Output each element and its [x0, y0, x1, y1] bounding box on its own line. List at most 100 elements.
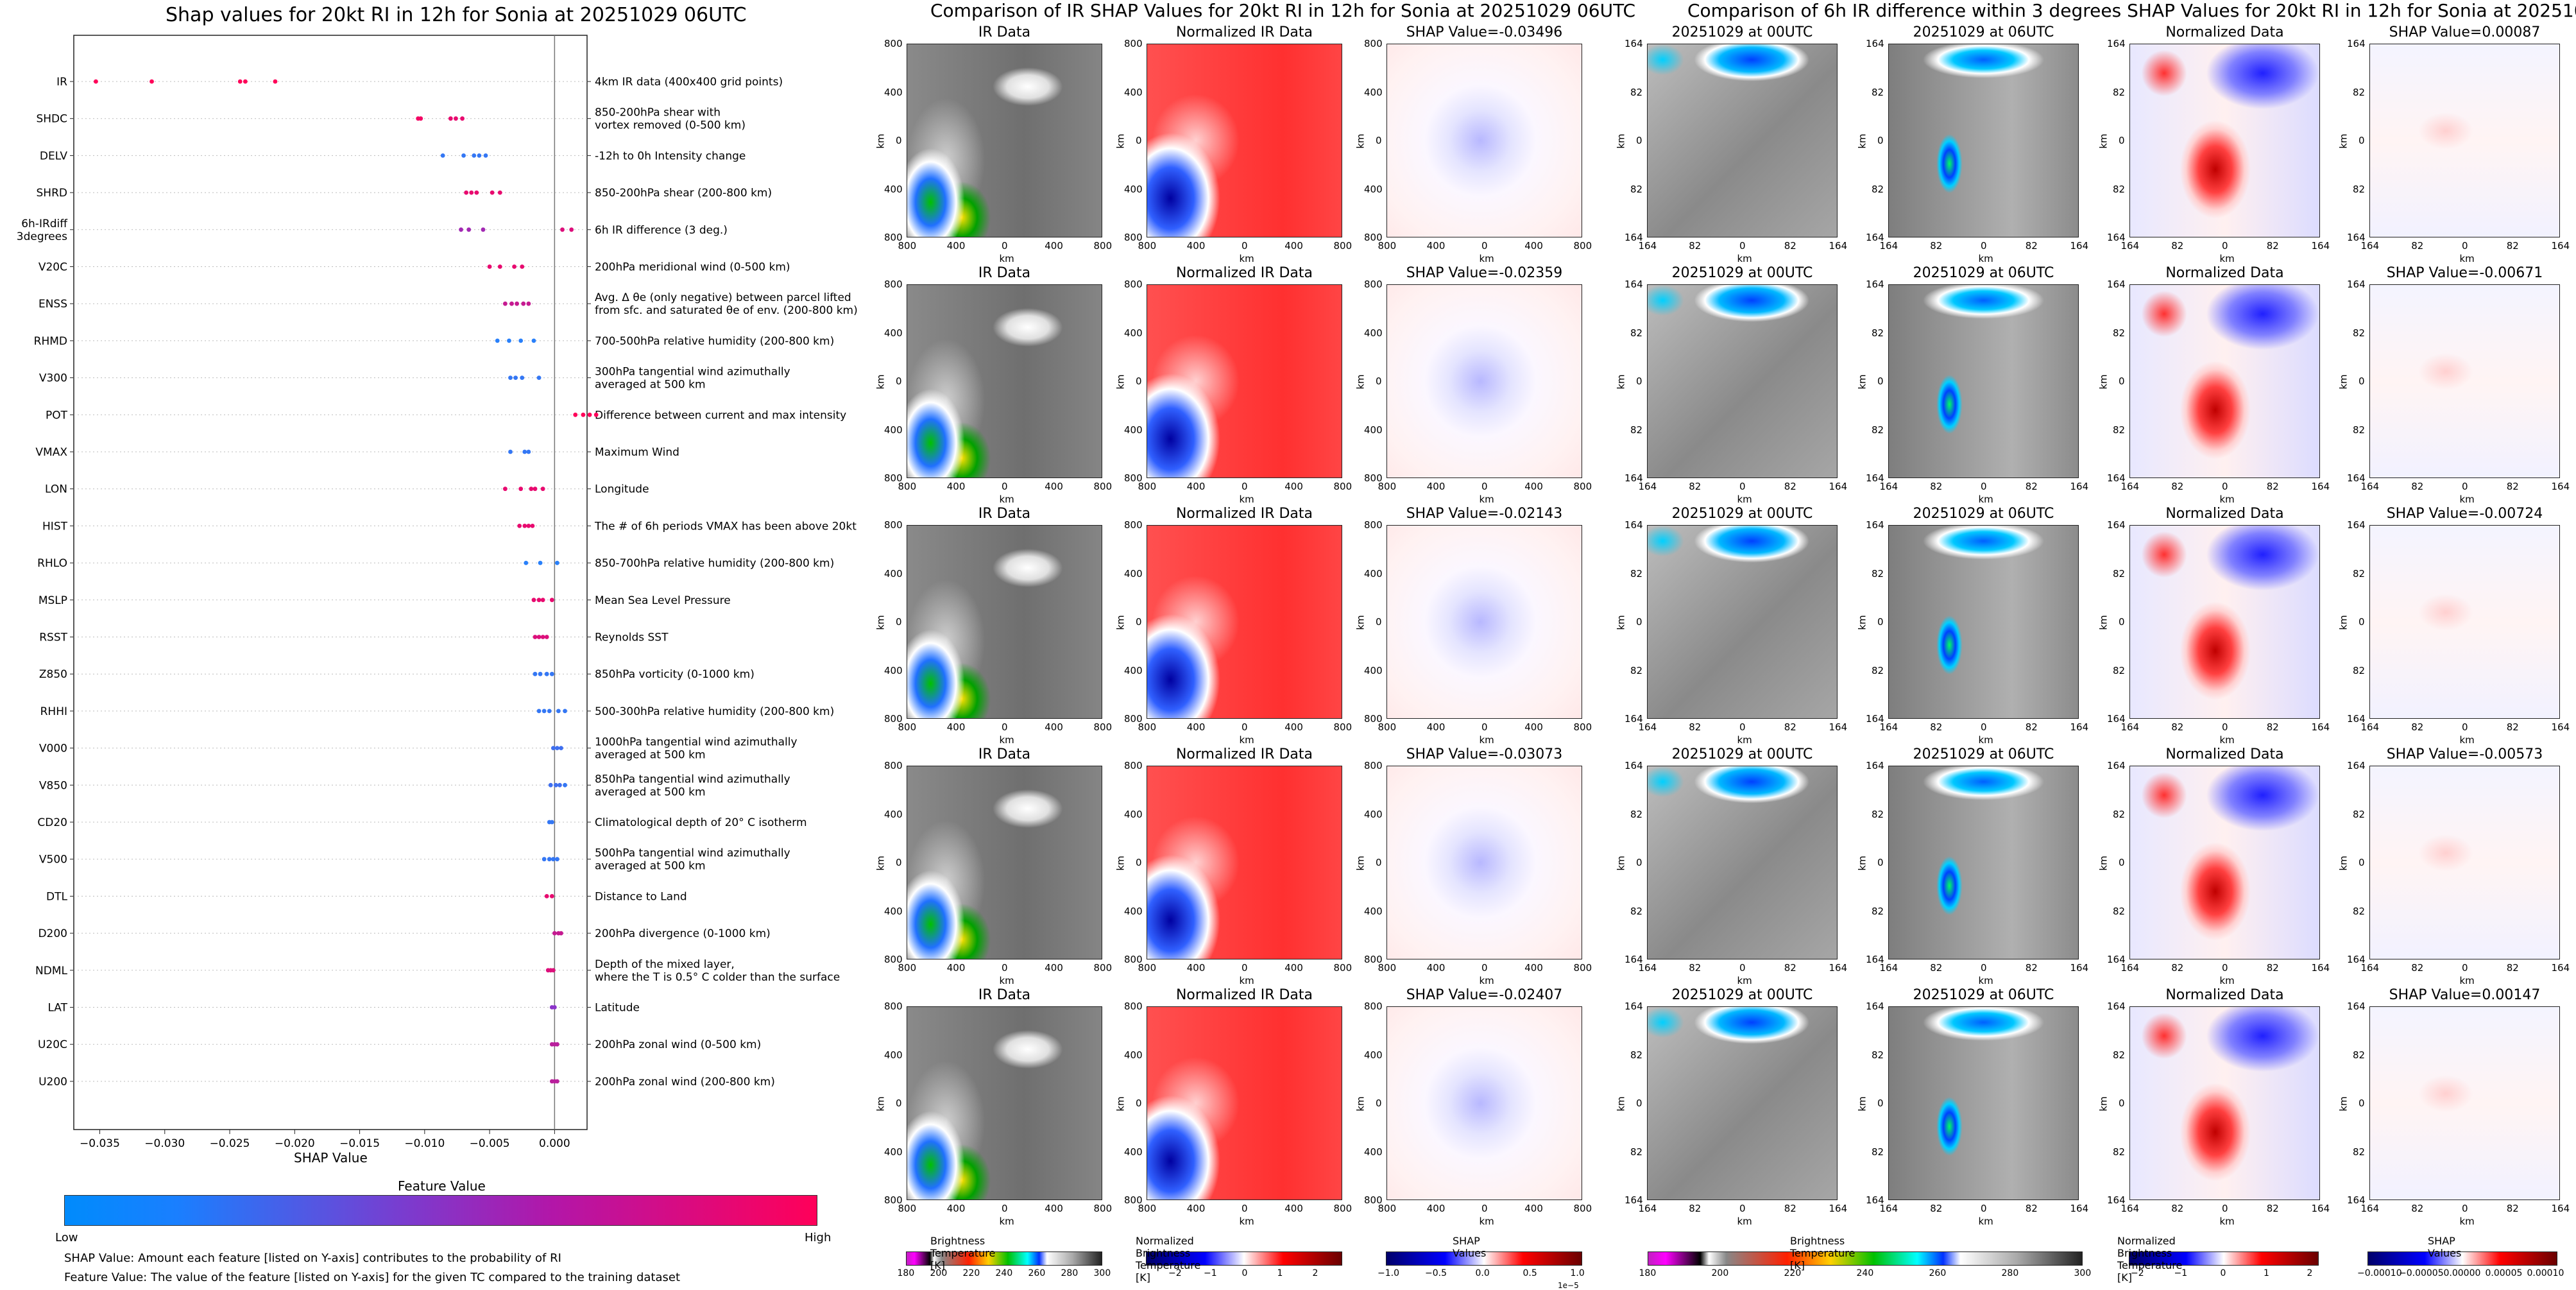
normalized-diff-panel-ytick: 164: [2107, 279, 2126, 290]
ir-06utc-panel-ytick: 82: [1872, 664, 1884, 676]
ir-06utc-panel-xtick: 164: [2070, 240, 2089, 252]
ir-00utc-panel-ytick: 82: [1630, 183, 1643, 195]
ir-06utc-panel-ytick: 164: [1866, 232, 1884, 243]
cbar-diff-norm-tick: −1: [2174, 1268, 2188, 1278]
shap-point: [563, 782, 567, 787]
shap-point: [549, 671, 554, 676]
ir-06utc-panel-xtick: 164: [2070, 962, 2089, 974]
shap-point: [542, 709, 547, 714]
ir-shap-panel-xtick: 400: [1426, 721, 1446, 733]
ir-00utc-panel-xlabel: km: [1737, 494, 1752, 505]
ir-06utc-panel-xlabel: km: [1978, 975, 1993, 986]
feature-name: SHRD: [37, 187, 67, 200]
ir-00utc-panel-xtick: 164: [1829, 481, 1848, 492]
shap-point: [460, 116, 465, 121]
normalized-diff-panel-xtick: 164: [2311, 721, 2330, 733]
ir-00utc-panel-xtick: 164: [1638, 481, 1657, 492]
ir-00utc-panel-xtick: 164: [1638, 1203, 1657, 1214]
ir-data-panel-ytick: 400: [884, 1049, 903, 1061]
ir-data-panel-ytick: 400: [884, 424, 903, 436]
cbar-diff-bt-label: Brightness Temperature [K]: [1790, 1235, 1855, 1271]
ir-data-panel-xlabel: km: [999, 253, 1014, 264]
diff-shap-panel-xtick: 82: [2506, 962, 2519, 974]
feature-name: LAT: [47, 1002, 67, 1015]
diff-shap-panel-ytick: 0: [2358, 135, 2365, 146]
ir-shap-panel-title: SHAP Value=-0.02143: [1406, 506, 1563, 522]
ir-00utc-panel-ytick: 82: [1630, 567, 1643, 580]
ir-06utc-panel-xtick: 82: [2025, 481, 2038, 492]
ir-data-panel-ytick: 0: [896, 616, 902, 628]
ir-shap-panel-ytick: 800: [1364, 519, 1383, 531]
ir-shap-panel-ytick: 0: [1376, 135, 1382, 146]
ir-00utc-panel-ylabel: km: [1615, 133, 1627, 149]
diff-shap-panel-ytick: 82: [2353, 1049, 2366, 1061]
ir-data-panel-ytick: 800: [884, 232, 903, 243]
ir-00utc-panel-ytick: 164: [1625, 472, 1643, 484]
ir-shap-panel: [1386, 44, 1582, 237]
ir-shap-panel-ylabel: km: [1354, 856, 1367, 871]
shap-point: [520, 375, 525, 380]
ir-shap-panel: [1386, 525, 1582, 719]
diff-shap-panel-xtick: 164: [2360, 240, 2380, 252]
ir-00utc-panel-xtick: 164: [1638, 240, 1657, 252]
ir-00utc-panel-ytick: 164: [1625, 760, 1643, 771]
normalized-diff-panel-ylabel: km: [2097, 615, 2110, 630]
ir-00utc-panel-xtick: 0: [1739, 1203, 1746, 1214]
diff-shap-panel: [2369, 1006, 2560, 1200]
ir-06utc-panel-xlabel: km: [1978, 253, 1993, 264]
ir-06utc-panel-xtick: 82: [1930, 240, 1943, 252]
ir-data-panel-xtick: 800: [898, 481, 917, 492]
ir-06utc-panel-xtick: 82: [1930, 1203, 1943, 1214]
normalized-ir-panel-xtick: 0: [1241, 240, 1248, 252]
normalized-ir-panel-ylabel: km: [1114, 1096, 1127, 1112]
normalized-diff-panel-ytick: 164: [2107, 472, 2126, 484]
ir-00utc-panel-ytick: 82: [1630, 1146, 1643, 1158]
ir-data-panel: [907, 44, 1102, 237]
shap-point: [243, 79, 248, 84]
shap-point: [536, 635, 542, 639]
ir-06utc-panel-xlabel: km: [1978, 494, 1993, 505]
normalized-diff-panel-title: Normalized Data: [2165, 24, 2284, 40]
ir-00utc-panel-xtick: 0: [1739, 240, 1746, 252]
cbar-diff-shap-tick: 0.00005: [2485, 1268, 2523, 1278]
feature-name: DTL: [46, 890, 67, 903]
ir-shap-panel-ytick: 800: [1364, 232, 1383, 243]
ir-06utc-panel-xtick: 82: [2025, 962, 2038, 974]
ir-data-panel-xtick: 800: [1093, 962, 1113, 974]
ir-06utc-panel-ytick: 164: [1866, 472, 1884, 484]
diff-shap-panel-xtick: 164: [2360, 481, 2380, 492]
ir-data-panel-xtick: 800: [898, 962, 917, 974]
shap-point: [508, 375, 513, 380]
shap-point: [540, 635, 545, 639]
ir-00utc-panel-ylabel: km: [1615, 856, 1627, 871]
shap-point: [531, 598, 536, 603]
normalized-ir-panel-ytick: 400: [1124, 567, 1143, 580]
cbar-ir-bt-tick: 220: [962, 1268, 980, 1278]
feature-name: IR: [56, 76, 67, 89]
normalized-ir-panel-ytick: 0: [1136, 616, 1142, 628]
ir-data-panel-xtick: 400: [946, 240, 966, 252]
shap-point: [526, 524, 531, 528]
shap-point: [555, 857, 559, 862]
cbar-ir-shap-tick: 0.5: [1523, 1268, 1537, 1278]
normalized-ir-panel-xtick: 400: [1186, 240, 1206, 252]
cbar-ir-bt: [906, 1251, 1102, 1266]
diff-shap-panel-ytick: 82: [2353, 905, 2366, 917]
ir-data-panel-xtick: 400: [1045, 240, 1063, 252]
cbar-diff-bt-tick: 300: [2074, 1268, 2092, 1278]
ir-data-panel-ylabel: km: [874, 615, 887, 630]
shap-point: [555, 746, 559, 750]
shap-point: [477, 153, 482, 158]
normalized-diff-panel: [2129, 284, 2320, 478]
diff-shap-panel-xtick: 164: [2551, 240, 2570, 252]
ir-shap-panel-ytick: 0: [1376, 616, 1382, 628]
shap-point: [547, 857, 552, 862]
ir-06utc-panel-xtick: 82: [1930, 721, 1943, 733]
normalized-diff-panel-xtick: 82: [2266, 721, 2279, 733]
ir-00utc-panel-ytick: 0: [1636, 375, 1642, 387]
ir-data-panel-ytick: 0: [896, 375, 902, 387]
shap-point: [530, 524, 535, 528]
normalized-diff-panel-xtick: 164: [2311, 962, 2330, 974]
normalized-ir-panel-title: Normalized IR Data: [1175, 506, 1313, 522]
normalized-diff-panel-ytick: 164: [2107, 1194, 2126, 1206]
